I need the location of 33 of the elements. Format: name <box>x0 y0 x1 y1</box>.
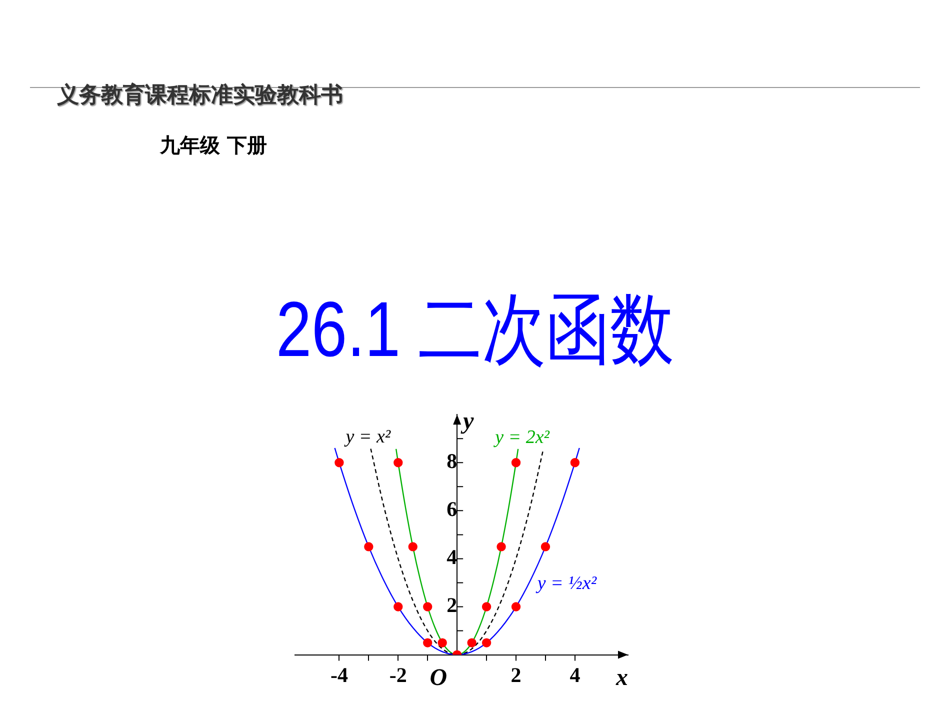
series-label: y = x² <box>344 426 391 448</box>
point <box>570 458 580 468</box>
point <box>423 602 432 612</box>
annotation: O <box>430 664 448 691</box>
series-label: y = 2x² <box>493 426 550 448</box>
y-tick-label: 6 <box>446 497 458 522</box>
point <box>467 638 476 648</box>
x-tick-label: 2 <box>510 662 522 687</box>
x-axis-title: x <box>615 664 628 691</box>
x-tick-label: 4 <box>570 662 581 687</box>
point <box>496 542 506 552</box>
point <box>408 542 418 552</box>
point <box>511 458 521 468</box>
x-tick-label: -2 <box>389 662 407 687</box>
y-axis-title: y <box>460 408 474 435</box>
y-tick-label: 8 <box>446 449 458 474</box>
point <box>364 542 374 552</box>
point <box>394 458 403 468</box>
series-label: y = ½x² <box>535 572 597 594</box>
point <box>394 602 403 612</box>
point <box>540 542 550 552</box>
point <box>334 458 344 468</box>
point <box>482 602 492 612</box>
point <box>482 638 492 648</box>
point <box>438 638 447 648</box>
point <box>511 602 521 612</box>
chart-title: 26.1 二次函数 <box>274 284 676 375</box>
y-tick-label: 4 <box>446 545 458 570</box>
text: 九年级 下册 <box>160 132 267 159</box>
x-tick-label: -4 <box>330 662 348 687</box>
point <box>423 638 432 648</box>
y-tick-label: 2 <box>446 593 458 618</box>
text: 义务教育课程标准实验教科书 <box>57 82 343 110</box>
